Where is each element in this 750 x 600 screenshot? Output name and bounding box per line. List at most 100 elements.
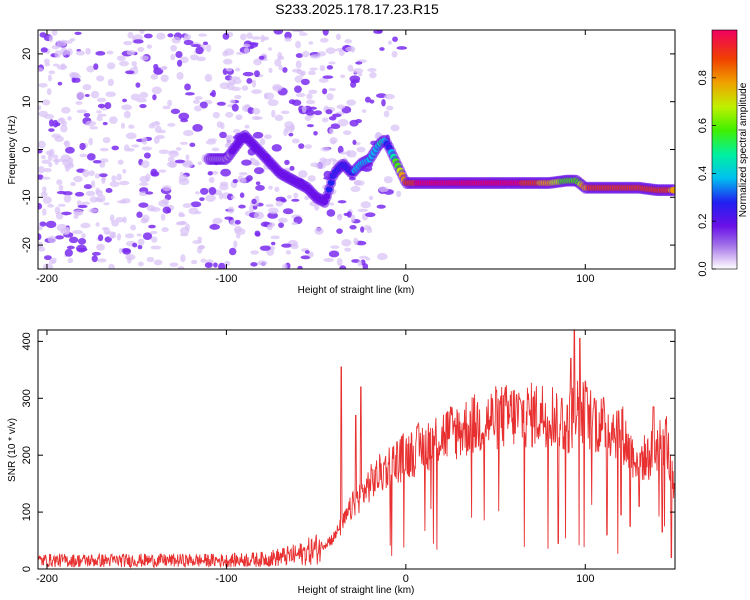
noise-blob: [177, 265, 185, 269]
noise-blob: [286, 194, 292, 199]
noise-blob: [123, 40, 133, 46]
noise-blob: [294, 85, 302, 94]
noise-blob: [306, 124, 314, 128]
noise-blob: [307, 70, 316, 76]
noise-blob: [121, 104, 133, 111]
noise-blob: [274, 186, 280, 193]
noise-blob: [251, 198, 257, 205]
noise-blob: [253, 211, 264, 220]
y-tick-label: 200: [21, 446, 33, 464]
noise-blob: [178, 211, 184, 217]
noise-blob: [376, 204, 386, 209]
noise-blob: [51, 133, 62, 139]
noise-blob: [322, 75, 334, 79]
noise-blob: [160, 74, 169, 83]
noise-blob: [77, 204, 88, 209]
noise-blob: [44, 62, 51, 67]
noise-blob: [38, 82, 48, 88]
noise-blob: [325, 47, 336, 54]
noise-blob: [170, 53, 176, 61]
noise-blob: [295, 60, 302, 69]
noise-blob: [151, 86, 162, 95]
noise-blob: [60, 154, 71, 163]
noise-blob: [192, 99, 200, 104]
noise-blob: [73, 175, 83, 183]
noise-blob: [260, 34, 265, 43]
noise-blob: [95, 51, 106, 56]
noise-blob: [43, 113, 55, 120]
noise-blob: [355, 61, 363, 65]
noise-blob: [204, 262, 213, 269]
noise-blob: [291, 198, 300, 202]
y-tick-label: 20: [21, 48, 33, 60]
noise-blob: [291, 138, 300, 144]
noise-blob: [124, 233, 135, 239]
noise-blob: [71, 77, 76, 83]
noise-blob: [227, 206, 235, 214]
noise-blob: [182, 161, 194, 168]
spectrogram-ylabel: Frequency (Hz): [7, 116, 18, 185]
noise-blob: [45, 220, 57, 229]
noise-blob: [139, 91, 149, 99]
noise-blob: [80, 222, 91, 229]
noise-blob: [346, 211, 352, 218]
noise-blob: [225, 111, 234, 118]
noise-blob: [307, 175, 316, 182]
noise-blob: [291, 99, 302, 106]
noise-blob: [105, 187, 113, 194]
noise-blob: [318, 77, 329, 83]
noise-blob: [176, 71, 184, 80]
noise-blob: [97, 103, 106, 109]
x-tick-label: 100: [576, 573, 594, 585]
noise-blob: [48, 161, 53, 168]
noise-blob: [337, 200, 347, 204]
noise-blob: [140, 217, 149, 224]
noise-blob: [167, 33, 174, 38]
noise-blob: [383, 176, 393, 184]
noise-blob: [185, 92, 195, 96]
noise-blob: [350, 81, 357, 88]
noise-blob: [158, 169, 167, 173]
noise-blob: [99, 173, 108, 178]
noise-blob: [284, 37, 292, 42]
noise-blob: [233, 240, 238, 249]
noise-blob: [68, 236, 79, 244]
noise-blob: [344, 39, 353, 44]
noise-blob: [158, 149, 170, 154]
noise-blob: [229, 99, 236, 104]
noise-blob: [90, 90, 100, 99]
noise-blob: [234, 94, 242, 100]
noise-blob: [361, 109, 367, 113]
noise-blob: [317, 51, 327, 57]
colorbar-gradient: [711, 29, 738, 270]
noise-blob: [302, 50, 310, 58]
noise-blob: [218, 192, 224, 200]
noise-blob: [47, 235, 57, 244]
noise-blob: [270, 235, 280, 240]
noise-blob: [168, 150, 178, 155]
noise-blob: [48, 119, 54, 127]
noise-blob: [349, 225, 357, 230]
noise-blob: [295, 92, 306, 98]
noise-blob: [161, 227, 169, 233]
noise-blob: [105, 91, 116, 98]
noise-blob: [131, 144, 140, 148]
noise-blob: [299, 70, 305, 77]
noise-blob: [346, 150, 357, 158]
noise-blob: [66, 48, 73, 56]
noise-blob: [69, 72, 78, 78]
noise-blob: [41, 159, 50, 164]
noise-blob: [153, 259, 163, 266]
noise-blob: [122, 216, 127, 224]
noise-blob: [246, 32, 253, 39]
noise-blob: [237, 175, 244, 183]
noise-blob: [328, 250, 340, 258]
noise-blob: [38, 203, 43, 210]
noise-blob: [257, 260, 268, 266]
noise-blob: [149, 230, 158, 235]
noise-blob: [111, 145, 119, 151]
noise-blob: [194, 211, 202, 215]
noise-blob: [248, 159, 260, 166]
noise-blob: [61, 106, 71, 114]
noise-blob: [137, 244, 143, 250]
